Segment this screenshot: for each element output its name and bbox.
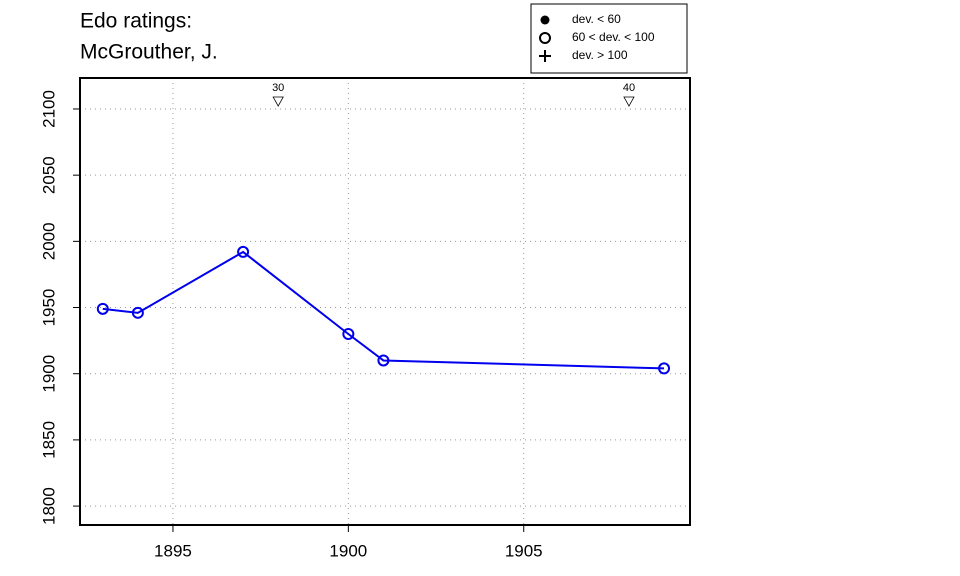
marker-label: 30 [272, 82, 284, 94]
y-tick-label: 1950 [39, 289, 58, 327]
data-point [96, 302, 109, 315]
legend-symbol [540, 15, 550, 25]
legend-box [530, 3, 688, 74]
data-point [237, 245, 250, 258]
data-point [658, 362, 671, 375]
y-tick-label: 1900 [39, 355, 58, 393]
y-tick-label: 1800 [39, 487, 58, 525]
x-tick-label: 1895 [154, 541, 192, 560]
data-point [377, 354, 390, 367]
data-point [131, 306, 144, 319]
legend-symbol [539, 32, 551, 44]
chart-title: McGrouther, J. [80, 41, 218, 64]
chart-title: Edo ratings: [80, 10, 192, 33]
marker-triangle [272, 96, 284, 107]
legend-label: dev. < 60 [572, 12, 621, 26]
y-tick-label: 2000 [39, 222, 58, 260]
y-tick-label: 2100 [39, 90, 58, 128]
legend-label: dev. > 100 [572, 48, 628, 62]
x-tick-label: 1900 [329, 541, 367, 560]
data-point [342, 327, 355, 340]
plot-frame [79, 77, 691, 526]
marker-label: 40 [623, 82, 635, 94]
y-tick-label: 2050 [39, 156, 58, 194]
marker-triangle [623, 96, 635, 107]
legend-symbol [539, 50, 551, 62]
legend-label: 60 < dev. < 100 [572, 30, 655, 44]
x-tick-label: 1905 [505, 541, 543, 560]
y-tick-label: 1850 [39, 421, 58, 459]
